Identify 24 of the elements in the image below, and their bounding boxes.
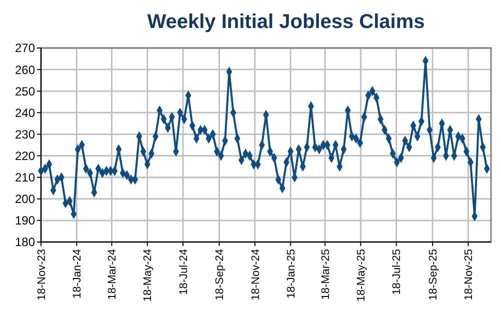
x-tick-label: 18-Mar-25 — [320, 249, 332, 300]
chart-title: Weekly Initial Jobless Claims — [147, 11, 425, 33]
x-tick-label: 18-Mar-24 — [106, 249, 119, 300]
x-tick-label: 18-Sep-24 — [214, 249, 226, 300]
y-tick-label: 210 — [14, 170, 36, 185]
y-tick-label: 230 — [14, 127, 36, 142]
y-tick-label: 240 — [14, 106, 36, 120]
y-tick-label: 270 — [14, 41, 36, 56]
y-tick-label: 250 — [14, 84, 36, 98]
x-tick-label: 18-Jul-24 — [178, 249, 190, 295]
x-tick-label: 18-Jul-25 — [391, 249, 404, 295]
x-tick-label: 18-Nov-23 — [36, 249, 48, 300]
x-tick-label: 18-Nov-24 — [250, 249, 262, 300]
x-tick-label: 18-May-25 — [356, 249, 368, 302]
y-tick-label: 260 — [14, 62, 36, 77]
y-tick-label: 180 — [14, 235, 36, 250]
y-tick-label: 220 — [14, 148, 36, 163]
x-tick-label: 18-Jan-24 — [72, 249, 84, 299]
x-tick-label: 18-Sep-25 — [427, 249, 440, 300]
x-tick-label: 18-Jan-25 — [285, 249, 298, 299]
x-tick-label: 18-May-24 — [142, 249, 154, 302]
y-tick-label: 190 — [14, 214, 36, 228]
x-tick-label: 18-Nov-25 — [463, 249, 476, 300]
y-tick-label: 200 — [14, 192, 36, 206]
